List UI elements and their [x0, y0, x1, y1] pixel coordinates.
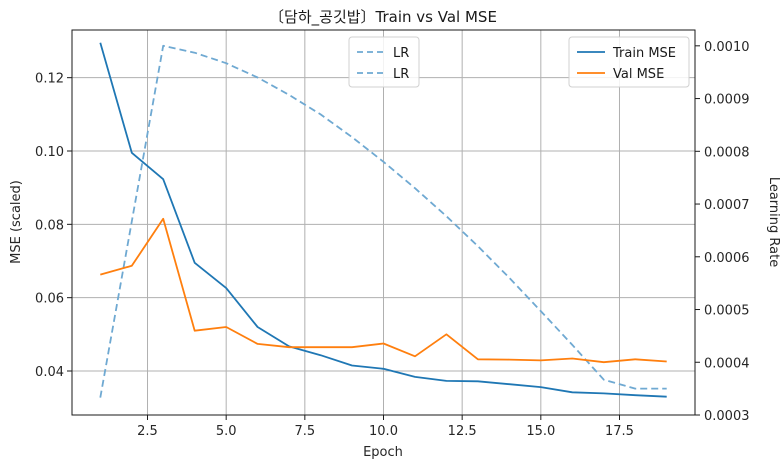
y-left-tick-label: 0.06 — [35, 292, 64, 307]
y-axis-left: 0.04 0.06 0.08 0.10 0.12 — [35, 72, 72, 380]
x-tick-label: 15.0 — [526, 424, 555, 439]
y-axis-right-label: Learning Rate — [766, 177, 781, 267]
legend-label: Val MSE — [613, 67, 664, 82]
x-tick-label: 5.0 — [216, 424, 237, 439]
x-tick-label: 12.5 — [448, 424, 477, 439]
legend-label: LR — [393, 46, 409, 61]
y-right-tick-label: 0.0006 — [704, 251, 750, 266]
y-right-tick-label: 0.0008 — [704, 145, 750, 160]
series-layer — [99, 42, 667, 398]
x-axis-label: Epoch — [363, 445, 403, 460]
x-tick-label: 7.5 — [294, 424, 315, 439]
legend-box — [348, 36, 420, 88]
y-right-tick-label: 0.0003 — [704, 409, 750, 424]
series-line-val-mse — [100, 217, 667, 364]
y-right-tick-label: 0.0004 — [704, 356, 750, 371]
y-axis-left-label: MSE (scaled) — [9, 180, 24, 264]
y-right-tick-label: 0.0005 — [704, 304, 750, 319]
y-left-tick-label: 0.10 — [35, 145, 64, 160]
x-tick-label: 2.5 — [137, 424, 158, 439]
y-left-tick-label: 0.08 — [35, 218, 64, 233]
legend-lr: LR LR — [348, 36, 420, 88]
legend-label: LR — [393, 67, 409, 82]
y-right-tick-label: 0.0009 — [704, 93, 750, 108]
legend-mse: Train MSE Val MSE — [568, 36, 690, 88]
y-right-tick-label: 0.0010 — [704, 40, 750, 55]
x-tick-label: 17.5 — [605, 424, 634, 439]
y-axis-right: 0.0003 0.0004 0.0005 0.0006 0.0007 0.0008 0.00… — [695, 40, 750, 424]
series-line-train-mse — [99, 42, 667, 398]
y-left-tick-label: 0.04 — [35, 365, 64, 380]
chart-title: 〔담하_공깃밥〕Train vs Val MSE — [269, 8, 497, 27]
legend-label: Train MSE — [612, 46, 676, 61]
x-axis: 2.5 5.0 7.5 10.0 12.5 15.0 17.5 — [137, 415, 634, 439]
y-left-tick-label: 0.12 — [35, 72, 64, 87]
x-tick-label: 10.0 — [369, 424, 398, 439]
y-right-tick-label: 0.0007 — [704, 198, 750, 213]
grid — [72, 30, 695, 415]
legend-box — [568, 36, 690, 88]
series-line-lr — [99, 44, 667, 398]
